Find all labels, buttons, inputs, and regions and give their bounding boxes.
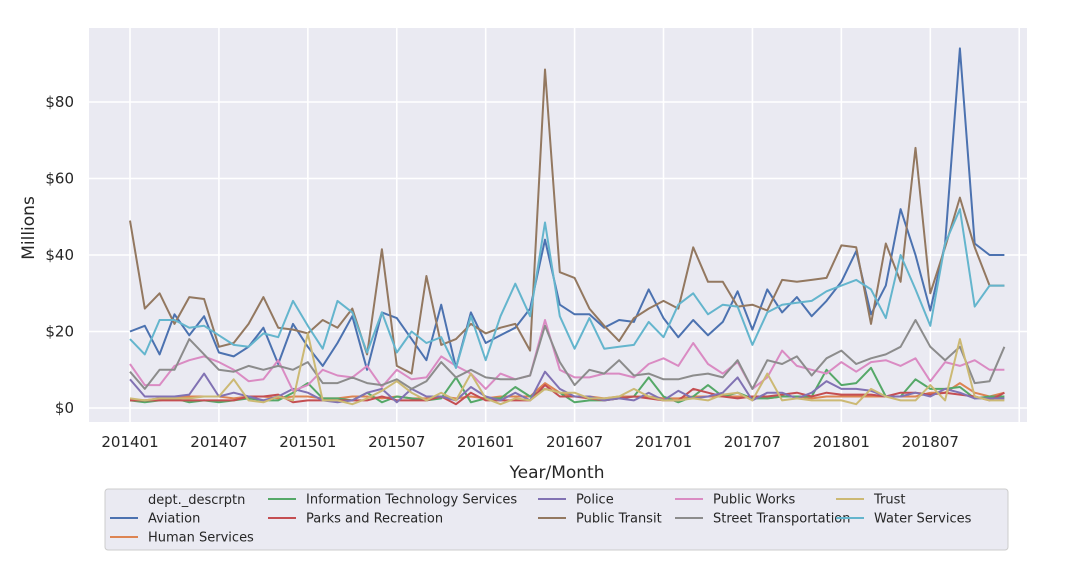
y-tick-label: $40 <box>45 246 74 264</box>
x-tick-label: 201401 <box>101 433 158 451</box>
x-tick-label: 201501 <box>279 433 336 451</box>
x-axis-title: Year/Month <box>508 463 604 483</box>
series-line-street-transportation <box>129 319 1006 390</box>
legend-label-public-transit: Public Transit <box>576 512 662 527</box>
legend-label-aviation: Aviation <box>148 512 200 527</box>
legend-label-human-services: Human Services <box>148 531 254 546</box>
series-line-trust <box>129 332 1005 406</box>
legend-label-street-transportation: Street Transportation <box>713 512 851 527</box>
legend-label-public-works: Public Works <box>713 493 796 508</box>
legend-frame <box>104 488 1009 551</box>
y-tick-label: $20 <box>45 323 74 341</box>
y-tick-label: $80 <box>45 93 74 111</box>
legend: dept._descrptn Aviation Human Services Inf… <box>104 488 1009 551</box>
legend-label-information-technology-services: Information Technology Services <box>306 493 517 508</box>
x-tick-label: 201807 <box>902 433 959 451</box>
legend-label-police: Police <box>576 493 614 508</box>
y-axis-title: Millions <box>19 196 39 260</box>
series-line-water-services <box>129 208 1005 369</box>
series-line-public-transit <box>129 68 1005 375</box>
x-tick-label: 201801 <box>813 433 870 451</box>
legend-label-trust: Trust <box>873 493 905 508</box>
legend-label-water-services: Water Services <box>874 512 972 527</box>
x-tick-label: 201607 <box>546 433 603 451</box>
series-line-parks-and-recreation <box>130 384 1005 406</box>
x-tick-label: 201707 <box>724 433 781 451</box>
y-tick-label: $60 <box>45 170 74 188</box>
series-lines <box>129 47 1006 406</box>
y-tick-labels: $0 $20 $40 $60 $80 <box>45 93 74 417</box>
x-tick-label: 201407 <box>190 433 247 451</box>
x-tick-label: 201701 <box>635 433 692 451</box>
x-tick-label: 201507 <box>368 433 425 451</box>
x-tick-label: 201601 <box>457 433 514 451</box>
x-tick-labels: 201401 201407 201501 201507 201601 201607 2017… <box>101 433 959 451</box>
legend-items: Aviation Human Services Information Techno… <box>110 493 972 546</box>
legend-label-parks-and-recreation: Parks and Recreation <box>306 512 443 527</box>
legend-title: dept._descrptn <box>148 493 245 508</box>
y-tick-label: $0 <box>55 399 74 417</box>
